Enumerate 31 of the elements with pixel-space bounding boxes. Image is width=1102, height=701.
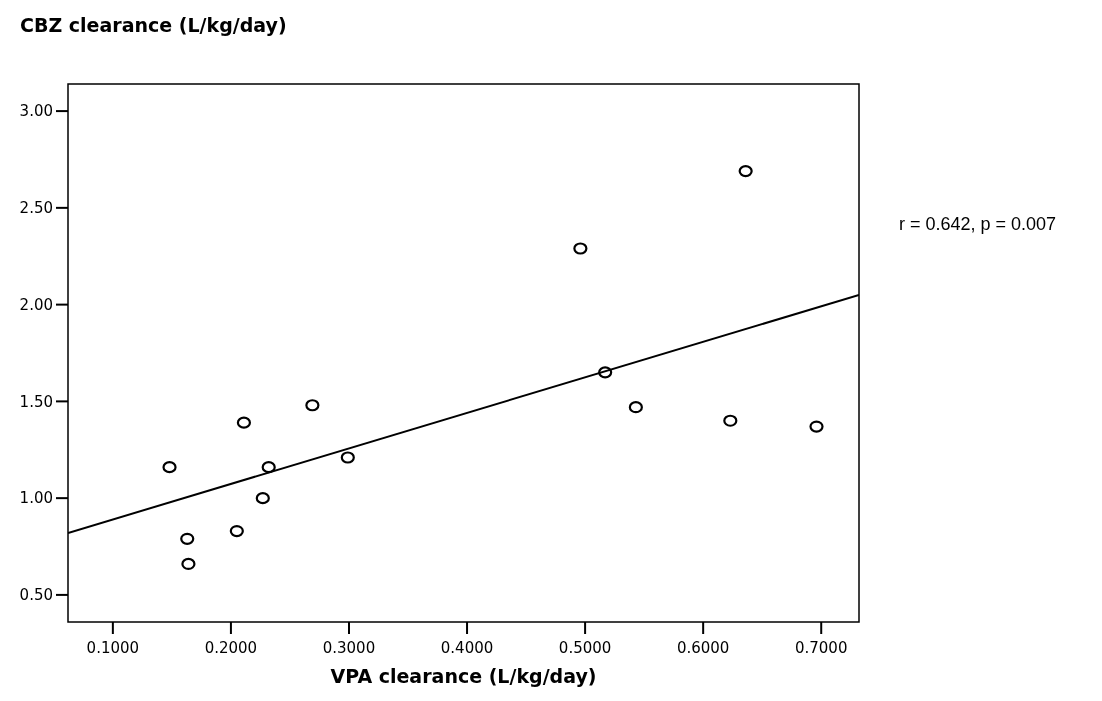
y-tick-label: 1.50 (19, 392, 53, 411)
point (236, 416, 252, 429)
y-tick-label: 1.00 (19, 489, 53, 508)
point (261, 461, 276, 474)
point (809, 420, 824, 433)
point (573, 242, 588, 255)
point (628, 401, 643, 414)
x-tick-label: 0.1000 (86, 639, 140, 657)
point (162, 461, 177, 474)
y-tick-label: 0.50 (19, 586, 53, 605)
point (255, 492, 270, 505)
y-axis-title: CBZ clearance (L/kg/day) (20, 14, 287, 36)
x-tick-label: 0.7000 (794, 639, 848, 657)
x-tick-label: 0.5000 (558, 639, 612, 657)
point (738, 164, 753, 178)
point (180, 532, 195, 545)
text: r = 0.642, p = 0.007 (899, 214, 1057, 234)
y-tick-label: 2.00 (19, 295, 53, 314)
point (305, 399, 320, 412)
point (181, 557, 196, 571)
point (723, 414, 738, 427)
x-tick-label: 0.6000 (676, 639, 730, 657)
point (340, 451, 355, 464)
x-tick-label: 0.3000 (322, 639, 376, 657)
y-tick-label: 3.00 (19, 102, 53, 121)
y-tick-label: 2.50 (19, 199, 53, 218)
x-tick-label: 0.2000 (204, 639, 258, 657)
point (598, 366, 613, 379)
x-axis-title: VPA clearance (L/kg/day) (330, 665, 597, 687)
point (229, 524, 244, 538)
x-tick-label: 0.4000 (440, 639, 494, 657)
